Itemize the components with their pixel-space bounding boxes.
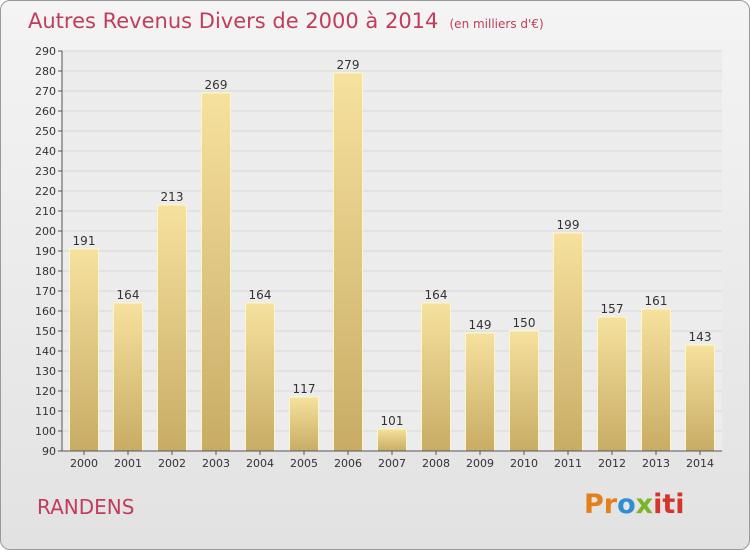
bar-value-label: 157 bbox=[601, 302, 624, 316]
x-tick-label: 2009 bbox=[466, 457, 494, 470]
bar-value-label: 191 bbox=[73, 234, 96, 248]
x-tick-label: 2000 bbox=[70, 457, 98, 470]
y-tick-label: 170 bbox=[35, 285, 56, 298]
chart-title: Autres Revenus Divers de 2000 à 2014 (en… bbox=[28, 9, 544, 33]
x-tick-label: 2014 bbox=[686, 457, 714, 470]
x-tick-label: 2007 bbox=[378, 457, 406, 470]
bar bbox=[113, 302, 143, 452]
bar bbox=[245, 302, 275, 452]
bar bbox=[553, 232, 583, 452]
y-tick-label: 220 bbox=[35, 185, 56, 198]
bar bbox=[685, 344, 715, 452]
y-tick-label: 250 bbox=[35, 125, 56, 138]
bar-value-label: 199 bbox=[557, 218, 580, 232]
bar-value-label: 213 bbox=[161, 190, 184, 204]
bar bbox=[465, 332, 495, 452]
x-tick-label: 2004 bbox=[246, 457, 274, 470]
bar-value-label: 161 bbox=[645, 294, 668, 308]
x-tick-label: 2005 bbox=[290, 457, 318, 470]
y-tick-label: 230 bbox=[35, 165, 56, 178]
bar-value-label: 150 bbox=[513, 316, 536, 330]
proxiti-logo: Proxiti bbox=[584, 489, 685, 520]
bar bbox=[509, 330, 539, 452]
bars: 191 164 213 269 164 117 279 101 164 149 150 199 157 1… bbox=[69, 58, 715, 452]
bar-value-label: 164 bbox=[249, 288, 272, 302]
bar bbox=[333, 72, 363, 452]
x-tick-label: 2006 bbox=[334, 457, 362, 470]
y-axis: 90 100 110 120 130 140 150 160 170 180 190 200 210 22… bbox=[35, 45, 63, 458]
y-tick-label: 120 bbox=[35, 385, 56, 398]
bar bbox=[201, 92, 231, 452]
bar-value-label: 164 bbox=[117, 288, 140, 302]
bar bbox=[421, 302, 451, 452]
y-tick-label: 150 bbox=[35, 325, 56, 338]
x-axis: 2000 2001 2002 2003 2004 2005 2006 2007 2008 2009… bbox=[62, 450, 722, 470]
y-tick-label: 210 bbox=[35, 205, 56, 218]
bar bbox=[597, 316, 627, 452]
bar-value-label: 101 bbox=[381, 414, 404, 428]
bar-value-label: 149 bbox=[469, 318, 492, 332]
x-tick-label: 2008 bbox=[422, 457, 450, 470]
bar-value-label: 164 bbox=[425, 288, 448, 302]
y-tick-label: 290 bbox=[35, 45, 56, 58]
y-tick-label: 130 bbox=[35, 365, 56, 378]
y-tick-label: 110 bbox=[35, 405, 56, 418]
y-tick-label: 180 bbox=[35, 265, 56, 278]
y-tick-label: 280 bbox=[35, 65, 56, 78]
x-tick-label: 2002 bbox=[158, 457, 186, 470]
bar-value-label: 117 bbox=[293, 382, 316, 396]
y-tick-label: 240 bbox=[35, 145, 56, 158]
bar bbox=[157, 204, 187, 452]
y-tick-label: 260 bbox=[35, 105, 56, 118]
bar-value-label: 269 bbox=[205, 78, 228, 92]
y-tick-label: 270 bbox=[35, 85, 56, 98]
bar bbox=[377, 428, 407, 452]
y-tick-label: 200 bbox=[35, 225, 56, 238]
logo-part: x bbox=[635, 489, 654, 520]
x-tick-label: 2011 bbox=[554, 457, 582, 470]
chart-title-unit: (en milliers d'€) bbox=[449, 17, 544, 31]
x-tick-label: 2010 bbox=[510, 457, 538, 470]
y-tick-label: 140 bbox=[35, 345, 56, 358]
x-tick-label: 2001 bbox=[114, 457, 142, 470]
bar-value-label: 279 bbox=[337, 58, 360, 72]
commune-name: RANDENS bbox=[37, 495, 135, 519]
y-tick-label: 90 bbox=[42, 445, 56, 458]
bar bbox=[289, 396, 319, 452]
logo-part: iti bbox=[653, 489, 685, 520]
chart-title-main: Autres Revenus Divers de 2000 à 2014 bbox=[28, 9, 439, 33]
x-tick-label: 2003 bbox=[202, 457, 230, 470]
logo-part: o bbox=[617, 489, 636, 520]
logo-part: Pr bbox=[584, 489, 618, 520]
x-tick-label: 2012 bbox=[598, 457, 626, 470]
y-tick-label: 160 bbox=[35, 305, 56, 318]
y-tick-label: 190 bbox=[35, 245, 56, 258]
bar bbox=[641, 308, 671, 452]
bar-value-label: 143 bbox=[689, 330, 712, 344]
x-tick-label: 2013 bbox=[642, 457, 670, 470]
bar bbox=[69, 248, 99, 452]
y-tick-label: 100 bbox=[35, 425, 56, 438]
